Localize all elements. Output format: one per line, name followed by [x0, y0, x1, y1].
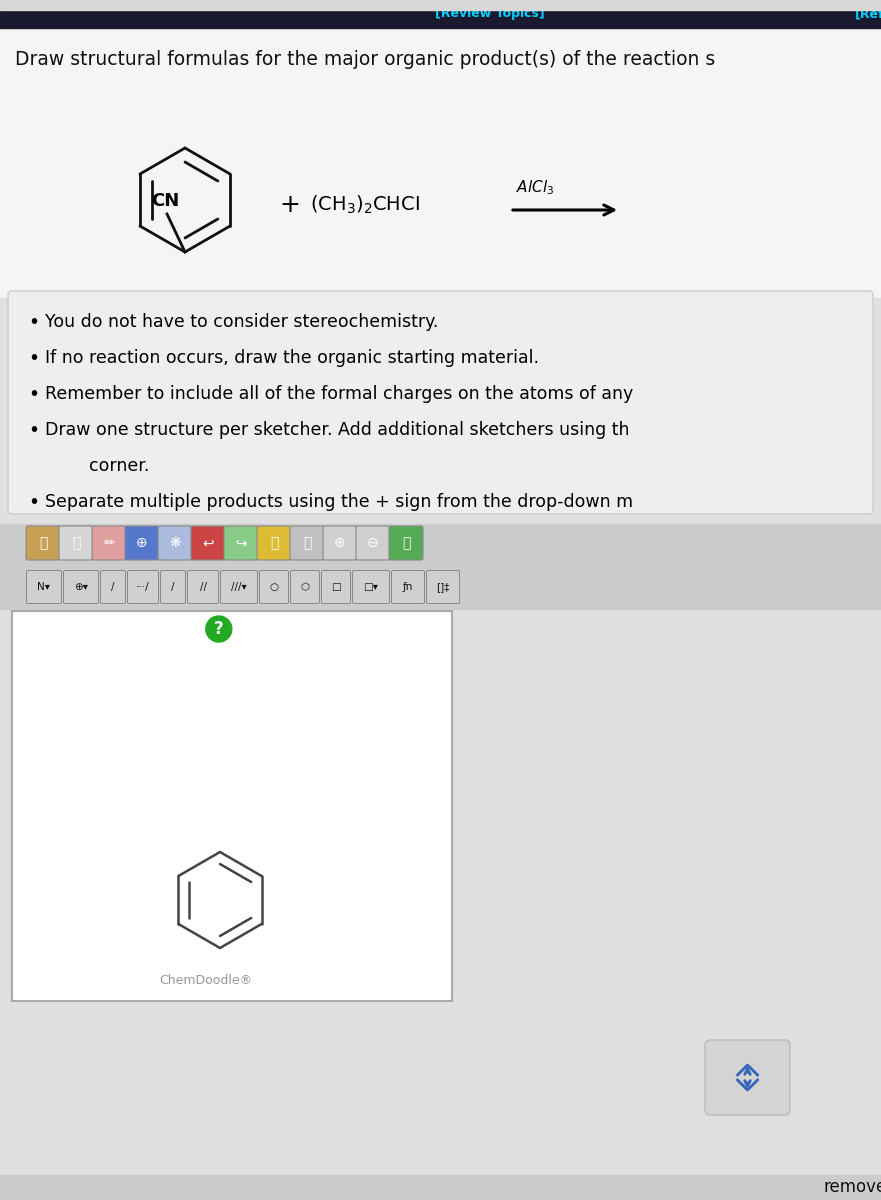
- FancyBboxPatch shape: [260, 570, 288, 604]
- FancyBboxPatch shape: [323, 526, 357, 560]
- FancyBboxPatch shape: [100, 570, 125, 604]
- FancyBboxPatch shape: [26, 526, 60, 560]
- FancyBboxPatch shape: [8, 290, 873, 514]
- FancyBboxPatch shape: [220, 570, 257, 604]
- Text: ⊕: ⊕: [137, 536, 148, 550]
- Text: •: •: [28, 493, 39, 512]
- Text: Draw one structure per sketcher. Add additional sketchers using th: Draw one structure per sketcher. Add add…: [45, 421, 630, 439]
- Text: 🔒: 🔒: [72, 536, 80, 550]
- Text: ↪: ↪: [235, 536, 247, 550]
- Text: •: •: [28, 313, 39, 332]
- FancyBboxPatch shape: [290, 526, 324, 560]
- FancyBboxPatch shape: [63, 570, 99, 604]
- Text: Draw structural formulas for the major organic product(s) of the reaction s: Draw structural formulas for the major o…: [15, 50, 715, 68]
- Text: ƒn: ƒn: [403, 582, 413, 592]
- Text: □: □: [331, 582, 341, 592]
- Text: N▾: N▾: [38, 582, 50, 592]
- FancyBboxPatch shape: [160, 570, 186, 604]
- Text: [Review Topics]: [Review Topics]: [435, 7, 544, 20]
- Text: ⊕: ⊕: [334, 536, 346, 550]
- Text: ↩: ↩: [202, 536, 214, 550]
- FancyBboxPatch shape: [426, 570, 460, 604]
- Text: corner.: corner.: [45, 457, 150, 475]
- Text: //: //: [199, 582, 206, 592]
- Text: AlCl$_3$: AlCl$_3$: [516, 179, 554, 197]
- Text: ○: ○: [270, 582, 278, 592]
- Text: ⊖: ⊖: [367, 536, 379, 550]
- FancyBboxPatch shape: [389, 526, 423, 560]
- Text: □▾: □▾: [364, 582, 379, 592]
- Text: •: •: [28, 349, 39, 368]
- Text: •: •: [28, 385, 39, 404]
- Text: ✋: ✋: [39, 536, 48, 550]
- Text: ?: ?: [214, 620, 224, 638]
- Text: [Refer: [Refer: [855, 7, 881, 20]
- Text: /: /: [171, 582, 174, 592]
- Text: +: +: [279, 193, 300, 217]
- FancyBboxPatch shape: [26, 570, 62, 604]
- Text: CN: CN: [151, 192, 179, 210]
- Text: ···/: ···/: [137, 582, 150, 592]
- FancyBboxPatch shape: [158, 526, 192, 560]
- Bar: [0, 1175, 881, 1200]
- Bar: [0, 0, 881, 10]
- FancyBboxPatch shape: [257, 526, 291, 560]
- Text: ⬡: ⬡: [300, 582, 309, 592]
- Bar: [0, 0, 881, 28]
- FancyBboxPatch shape: [224, 526, 258, 560]
- FancyBboxPatch shape: [391, 570, 425, 604]
- FancyBboxPatch shape: [322, 570, 351, 604]
- Text: ///▾: ///▾: [231, 582, 247, 592]
- Bar: [0, 524, 881, 608]
- Text: Separate multiple products using the + sign from the drop-down m: Separate multiple products using the + s…: [45, 493, 633, 511]
- FancyBboxPatch shape: [125, 526, 159, 560]
- Circle shape: [206, 616, 232, 642]
- FancyBboxPatch shape: [291, 570, 320, 604]
- FancyBboxPatch shape: [352, 570, 389, 604]
- Text: ⊕▾: ⊕▾: [74, 582, 88, 592]
- Text: ChemDoodle®: ChemDoodle®: [159, 974, 252, 986]
- FancyBboxPatch shape: [191, 526, 225, 560]
- Text: ❋: ❋: [169, 536, 181, 550]
- Text: You do not have to consider stereochemistry.: You do not have to consider stereochemis…: [45, 313, 439, 331]
- Bar: [0, 514, 881, 526]
- FancyBboxPatch shape: [188, 570, 218, 604]
- Text: 📋: 📋: [303, 536, 311, 550]
- Text: 🎨: 🎨: [402, 536, 411, 550]
- FancyBboxPatch shape: [356, 526, 390, 560]
- Bar: [12, 611, 452, 1001]
- Bar: [0, 28, 881, 298]
- FancyBboxPatch shape: [705, 1040, 790, 1115]
- FancyBboxPatch shape: [128, 570, 159, 604]
- FancyBboxPatch shape: [59, 526, 93, 560]
- Text: •: •: [28, 421, 39, 440]
- Text: If no reaction occurs, draw the organic starting material.: If no reaction occurs, draw the organic …: [45, 349, 539, 367]
- Text: ✏: ✏: [103, 536, 115, 550]
- Text: (CH$_3$)$_2$CHCI: (CH$_3$)$_2$CHCI: [310, 194, 420, 216]
- Text: []‡: []‡: [436, 582, 449, 592]
- Text: Remember to include all of the formal charges on the atoms of any: Remember to include all of the formal ch…: [45, 385, 633, 403]
- Bar: [0, 298, 881, 313]
- Text: remove: remove: [824, 1178, 881, 1196]
- Text: 🔍: 🔍: [270, 536, 278, 550]
- FancyBboxPatch shape: [92, 526, 126, 560]
- Text: /: /: [111, 582, 115, 592]
